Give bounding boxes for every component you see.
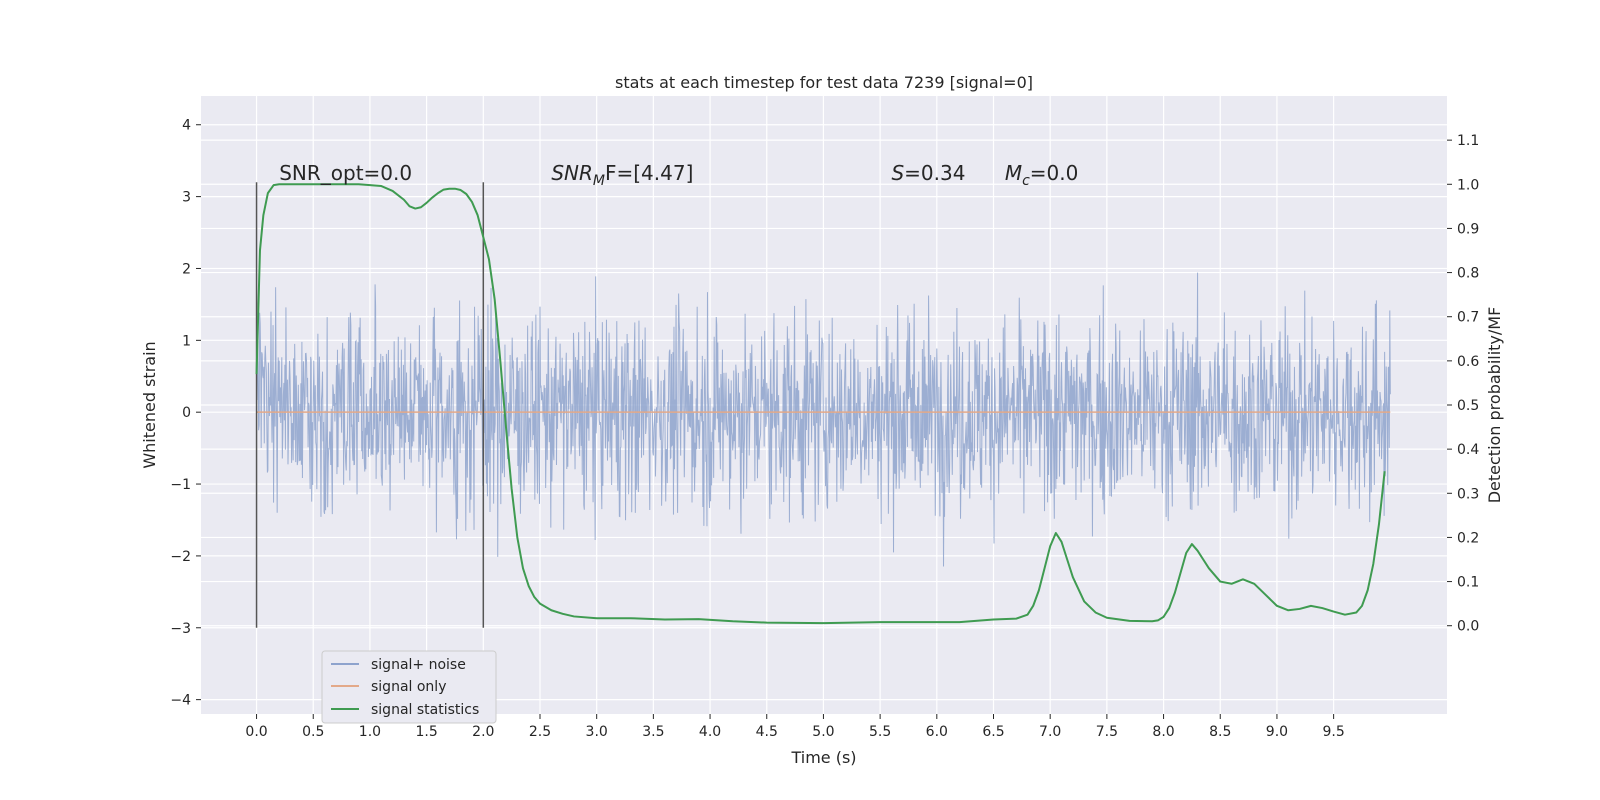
x-tick-label: 7.0 [1039,724,1061,740]
annotation: Mc=0.0 [1005,161,1079,189]
y2-tick-label: 0.0 [1457,619,1479,635]
y-tick-label: 0 [182,405,191,421]
series-signal-noise [256,272,1391,567]
annotation: S=0.34 [891,161,965,185]
y2-axis-label: Detection probability/MF [1485,307,1504,504]
x-tick-label: 5.0 [812,724,834,740]
x-tick-label: 6.0 [926,724,948,740]
y-tick-label: 4 [182,118,191,134]
y2-tick-label: 0.2 [1457,530,1479,546]
x-tick-label: 3.0 [586,724,608,740]
y-tick-label: 1 [182,333,191,349]
x-tick-label: 8.5 [1209,724,1231,740]
x-tick-label: 4.0 [699,724,721,740]
y2-tick-label: 0.4 [1457,442,1479,458]
y2-tick-label: 0.9 [1457,221,1479,237]
y2-tick-label: 0.3 [1457,486,1479,502]
legend-label-signal-noise: signal+ noise [371,657,466,673]
x-tick-label: 9.5 [1322,724,1344,740]
x-tick-label: 7.5 [1096,724,1118,740]
x-tick-label: 3.5 [642,724,664,740]
annotation: SNRMF=[4.47] [551,161,693,189]
y2-tick-label: 0.8 [1457,266,1479,282]
y2-tick-label: 1.0 [1457,177,1479,193]
x-tick-label: 2.5 [529,724,551,740]
legend-box [321,650,497,724]
series-signal-statistics [255,183,1386,625]
y-tick-label: −3 [170,621,191,637]
y-tick-label: −4 [170,693,191,709]
statistics-line [255,183,1386,625]
legend-label-signal-only: signal only [371,679,446,695]
y2-tick-label: 0.6 [1457,354,1479,370]
x-tick-label: 6.5 [982,724,1004,740]
y2-tick-label: 1.1 [1457,133,1479,149]
x-tick-label: 1.0 [359,724,381,740]
annotation: SNR_opt=0.0 [279,161,412,185]
y-tick-label: −2 [170,549,191,565]
x-tick-label: 1.5 [415,724,437,740]
x-tick-label: 8.0 [1152,724,1174,740]
y2-tick-label: 0.1 [1457,575,1479,591]
annotations: SNR_opt=0.0 SNRMF=[4.47] S=0.34 Mc=0.0 [279,161,1078,189]
x-tick-label: 5.5 [869,724,891,740]
x-tick-label: 0.0 [245,724,267,740]
y2-tick-label: 0.5 [1457,398,1479,414]
vertical-markers [255,182,485,628]
y-axis-label: Whitened strain [140,341,159,468]
y-tick-label: 3 [182,190,191,206]
noise-trace [256,272,1391,567]
tick-labels: 0.0 0.5 1.0 1.5 2.0 2.5 3.0 3.5 4.0 4.5 5.0 5.5 6.0 6… [170,118,1479,740]
y2-tick-label: 0.7 [1457,310,1479,326]
x-tick-label: 4.5 [756,724,778,740]
x-axis-label: Time (s) [790,748,856,767]
x-tick-label: 2.0 [472,724,494,740]
chart-title: stats at each timestep for test data 723… [615,73,1033,92]
legend-label-signal-statistics: signal statistics [371,702,479,718]
y-tick-label: −1 [170,477,191,493]
legend: signal+ noise signal only signal statist… [321,650,497,724]
y-tick-label: 2 [182,261,191,277]
x-tick-label: 0.5 [302,724,324,740]
x-tick-label: 9.0 [1266,724,1288,740]
